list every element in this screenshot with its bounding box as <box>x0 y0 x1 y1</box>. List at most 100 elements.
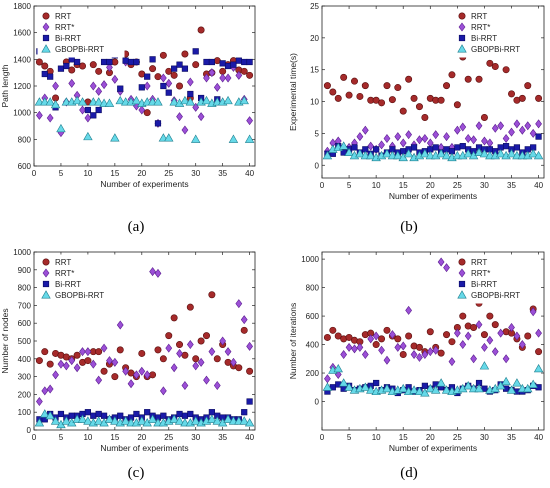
x-tick-label-c: 5 <box>59 433 64 442</box>
data-point <box>127 369 135 377</box>
data-point <box>373 379 380 387</box>
data-point <box>46 360 54 368</box>
x-tick-label-d: 30 <box>480 433 489 442</box>
data-point <box>56 123 66 133</box>
data-point <box>351 344 358 354</box>
data-point <box>73 363 81 373</box>
data-point <box>197 357 205 367</box>
data-point <box>186 340 194 350</box>
y-axis-label-a: Path length <box>0 64 10 107</box>
data-point <box>100 367 108 375</box>
x-tick-label-b: 5 <box>347 181 352 190</box>
data-point <box>437 96 445 104</box>
data-point <box>334 94 342 102</box>
data-point <box>361 82 369 90</box>
data-point <box>415 103 423 111</box>
data-point <box>535 348 543 356</box>
data-point <box>219 336 227 346</box>
data-point <box>421 382 428 389</box>
data-point <box>340 73 348 81</box>
data-point <box>131 95 142 105</box>
data-point <box>176 341 184 349</box>
data-point <box>208 291 216 299</box>
data-point <box>425 383 436 393</box>
data-point <box>74 58 81 66</box>
data-point <box>475 121 483 131</box>
data-point <box>100 58 108 66</box>
data-point <box>235 299 243 309</box>
legend-marker <box>457 290 467 299</box>
data-point <box>228 134 239 143</box>
data-point <box>36 397 43 407</box>
data-point <box>187 90 194 98</box>
data-point <box>383 355 391 365</box>
y-tick-label-b: 20 <box>310 34 319 43</box>
data-point <box>344 147 354 157</box>
data-point <box>230 61 237 68</box>
data-point <box>470 354 477 364</box>
series-a-GBOPBi-RRT <box>34 95 255 143</box>
data-point <box>378 99 386 107</box>
data-point <box>474 147 484 157</box>
x-tick-label-b: 40 <box>534 181 543 190</box>
data-point <box>72 95 82 105</box>
data-point <box>329 88 337 96</box>
y-tick-label-d: 0 <box>315 398 320 407</box>
y-tick-label-b: 10 <box>310 98 319 107</box>
data-point <box>176 112 183 122</box>
data-point <box>116 346 124 354</box>
data-point <box>89 61 97 69</box>
data-point <box>224 73 232 83</box>
chart-panel-a: 0 5 10 15 20 25 30 35 40 600 800 1000 1200 1400 1600 18… <box>0 2 256 189</box>
legend-marker <box>458 12 466 20</box>
data-point <box>528 379 538 388</box>
data-point <box>208 68 216 78</box>
data-point <box>240 315 248 325</box>
x-tick-label-a: 0 <box>32 169 37 178</box>
y-axis-label-d: Number of iterations <box>288 303 298 380</box>
data-point <box>223 95 233 105</box>
x-tick-label-d: 20 <box>426 433 435 442</box>
data-point <box>345 342 353 352</box>
data-point <box>394 132 402 142</box>
data-point <box>213 57 221 65</box>
y-tick-label-d: 1000 <box>301 255 319 264</box>
legend-box <box>37 8 125 58</box>
data-point <box>372 331 380 341</box>
data-point <box>240 67 248 75</box>
data-point <box>448 357 456 367</box>
y-tick-label-c: 200 <box>18 390 32 399</box>
data-point <box>501 376 511 386</box>
y-axis-label-b: Experimental time(s) <box>288 53 298 131</box>
data-point <box>373 146 380 153</box>
data-point <box>213 82 221 92</box>
x-axis-label-c: Number of experiments <box>100 443 188 453</box>
data-point <box>533 150 544 160</box>
data-point <box>95 410 102 418</box>
data-point <box>115 95 125 105</box>
x-tick-label-c: 25 <box>164 433 173 442</box>
data-point <box>181 381 189 390</box>
data-point <box>464 331 472 341</box>
data-point <box>50 99 61 109</box>
legend-marker <box>42 280 50 288</box>
data-point <box>361 350 369 360</box>
data-point <box>528 148 538 158</box>
data-point <box>192 48 199 55</box>
data-point <box>437 349 445 357</box>
series-c-GBOPBi-RRT <box>34 409 255 429</box>
data-point <box>495 148 506 158</box>
data-point <box>79 62 87 70</box>
data-point <box>448 338 456 346</box>
data-point <box>389 330 396 340</box>
data-point <box>524 82 532 90</box>
data-point <box>241 409 248 416</box>
data-point <box>127 379 135 389</box>
data-point <box>416 352 423 362</box>
data-point <box>185 97 196 106</box>
data-point <box>52 81 59 91</box>
data-point <box>518 340 526 350</box>
caption-a: (a) <box>127 219 145 235</box>
legend-box <box>37 254 125 304</box>
